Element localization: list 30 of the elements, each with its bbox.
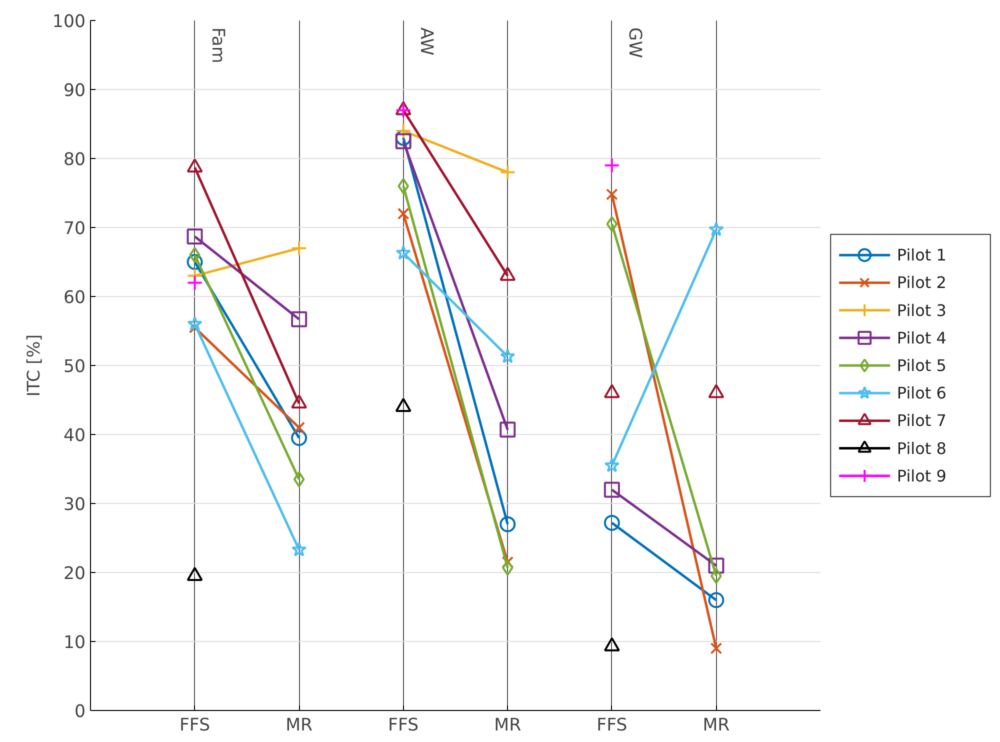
y-tick-label: 70 bbox=[63, 219, 86, 239]
y-tick-label: 100 bbox=[52, 12, 86, 32]
annotation: Fam bbox=[207, 27, 228, 64]
y-tick-label: 50 bbox=[63, 357, 86, 377]
legend-label: Pilot 3 bbox=[896, 300, 946, 320]
x-tick-label: MR bbox=[702, 716, 730, 736]
x-tick-label: FFS bbox=[388, 716, 419, 736]
legend-label: Pilot 4 bbox=[896, 328, 946, 348]
legend-label: Pilot 9 bbox=[896, 466, 946, 486]
x-tick-label: MR bbox=[286, 716, 313, 736]
y-tick-label: 60 bbox=[63, 288, 86, 308]
x-tick-label: FFS bbox=[179, 716, 210, 736]
legend-label: Pilot 7 bbox=[896, 411, 946, 430]
legend-label: Pilot 5 bbox=[896, 356, 946, 375]
x-tick-label: MR bbox=[494, 716, 522, 736]
x-tick-label: FFS bbox=[596, 716, 628, 736]
legend-label: Pilot 8 bbox=[896, 438, 946, 458]
annotation: AW bbox=[416, 27, 436, 56]
y-axis-title: ITC [%] bbox=[24, 334, 44, 397]
y-tick-label: 10 bbox=[63, 633, 86, 653]
legend-label: Pilot 2 bbox=[896, 273, 946, 292]
legend-label: Pilot 1 bbox=[896, 246, 946, 265]
y-tick-label: 0 bbox=[74, 702, 86, 722]
y-tick-label: 40 bbox=[63, 426, 86, 446]
legend-label: Pilot 6 bbox=[896, 384, 946, 403]
annotation: GW bbox=[624, 27, 644, 58]
y-tick-label: 20 bbox=[63, 564, 86, 584]
y-tick-label: 30 bbox=[63, 495, 86, 515]
y-tick-label: 90 bbox=[63, 81, 86, 101]
y-tick-label: 80 bbox=[63, 150, 86, 170]
